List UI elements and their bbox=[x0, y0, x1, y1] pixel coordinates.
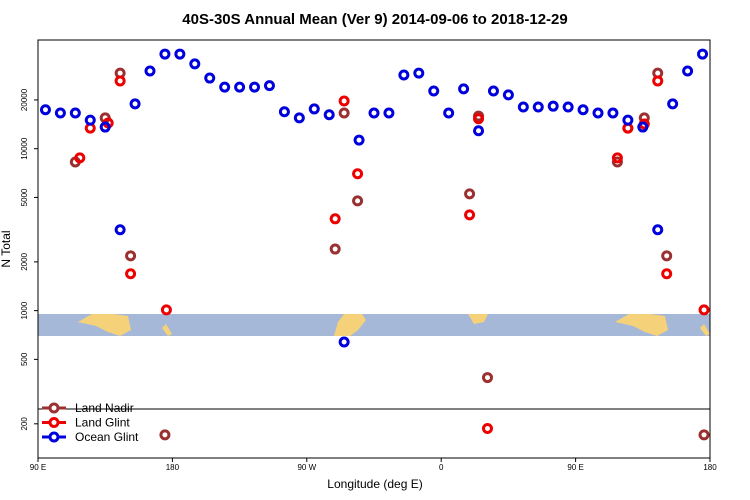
marker bbox=[189, 58, 201, 70]
plot-frame bbox=[37, 39, 711, 459]
marker bbox=[338, 95, 350, 107]
marker bbox=[428, 85, 440, 97]
chart-title: 40S-30S Annual Mean (Ver 9) 2014-09-06 t… bbox=[182, 11, 567, 28]
marker bbox=[473, 113, 485, 125]
marker bbox=[464, 209, 476, 221]
x-tick-label: 0 bbox=[439, 463, 444, 472]
marker bbox=[329, 213, 341, 225]
marker bbox=[481, 372, 493, 384]
marker bbox=[464, 188, 476, 200]
legend-marker bbox=[48, 431, 60, 443]
marker bbox=[398, 69, 410, 81]
marker bbox=[278, 106, 290, 118]
marker bbox=[413, 67, 425, 79]
marker bbox=[682, 65, 694, 77]
y-tick-label: 10000 bbox=[20, 137, 29, 160]
x-tick-label: 90 E bbox=[567, 463, 583, 472]
marker bbox=[611, 152, 623, 164]
x-tick-label: 90 E bbox=[30, 463, 46, 472]
marker bbox=[69, 107, 81, 119]
marker bbox=[263, 80, 275, 92]
y-tick-label: 5000 bbox=[20, 188, 29, 206]
marker bbox=[308, 103, 320, 115]
marker bbox=[502, 89, 514, 101]
y-tick-label: 20000 bbox=[20, 88, 29, 111]
marker bbox=[54, 107, 66, 119]
marker bbox=[144, 65, 156, 77]
marker bbox=[652, 75, 664, 87]
marker bbox=[667, 98, 679, 110]
legend-marker bbox=[48, 417, 60, 428]
marker bbox=[443, 107, 455, 119]
x-axis-label: Longitude (deg E) bbox=[327, 477, 422, 491]
marker bbox=[159, 429, 171, 441]
marker bbox=[114, 75, 126, 87]
marker bbox=[698, 429, 710, 441]
marker bbox=[652, 224, 664, 236]
marker bbox=[697, 48, 709, 60]
legend-label: Ocean Glint bbox=[75, 430, 139, 444]
y-axis-label: N Total bbox=[0, 230, 13, 267]
marker bbox=[481, 423, 493, 435]
marker bbox=[114, 224, 126, 236]
x-tick-label: 180 bbox=[703, 463, 717, 472]
marker bbox=[329, 243, 341, 255]
marker bbox=[487, 85, 499, 97]
marker bbox=[99, 121, 111, 133]
marker bbox=[383, 107, 395, 119]
marker bbox=[293, 112, 305, 124]
marker bbox=[219, 81, 231, 93]
marker bbox=[353, 134, 365, 146]
marker bbox=[39, 104, 51, 116]
marker bbox=[611, 156, 623, 168]
marker bbox=[577, 104, 589, 116]
marker bbox=[129, 98, 141, 110]
marker bbox=[338, 107, 350, 119]
marker bbox=[661, 250, 673, 262]
marker bbox=[458, 83, 470, 95]
marker bbox=[637, 121, 649, 133]
marker bbox=[323, 109, 335, 121]
marker bbox=[338, 336, 350, 348]
legend-label: Land Nadir bbox=[75, 401, 134, 415]
marker bbox=[517, 101, 529, 113]
map-strip bbox=[38, 314, 710, 336]
x-tick-label: 90 W bbox=[297, 463, 316, 472]
marker bbox=[125, 250, 137, 262]
marker bbox=[352, 195, 364, 207]
marker bbox=[473, 125, 485, 137]
marker bbox=[74, 152, 86, 164]
marker bbox=[174, 48, 186, 60]
y-tick-label: 200 bbox=[20, 417, 29, 431]
marker bbox=[204, 72, 216, 84]
marker bbox=[234, 81, 246, 93]
marker bbox=[592, 107, 604, 119]
marker bbox=[160, 304, 172, 316]
marker bbox=[249, 81, 261, 93]
x-tick-label: 180 bbox=[166, 463, 180, 472]
legend-marker bbox=[48, 402, 60, 414]
marker bbox=[125, 268, 137, 280]
marker bbox=[607, 107, 619, 119]
marker bbox=[84, 114, 96, 126]
marker bbox=[532, 101, 544, 113]
y-tick-label: 500 bbox=[20, 352, 29, 366]
legend-label: Land Glint bbox=[75, 416, 130, 430]
marker bbox=[661, 268, 673, 280]
marker bbox=[547, 100, 559, 112]
marker bbox=[352, 168, 364, 180]
marker bbox=[368, 107, 380, 119]
marker bbox=[622, 114, 634, 126]
marker bbox=[159, 48, 171, 60]
y-tick-label: 2000 bbox=[20, 252, 29, 270]
marker bbox=[698, 304, 710, 316]
y-tick-label: 1000 bbox=[20, 301, 29, 319]
marker bbox=[562, 101, 574, 113]
